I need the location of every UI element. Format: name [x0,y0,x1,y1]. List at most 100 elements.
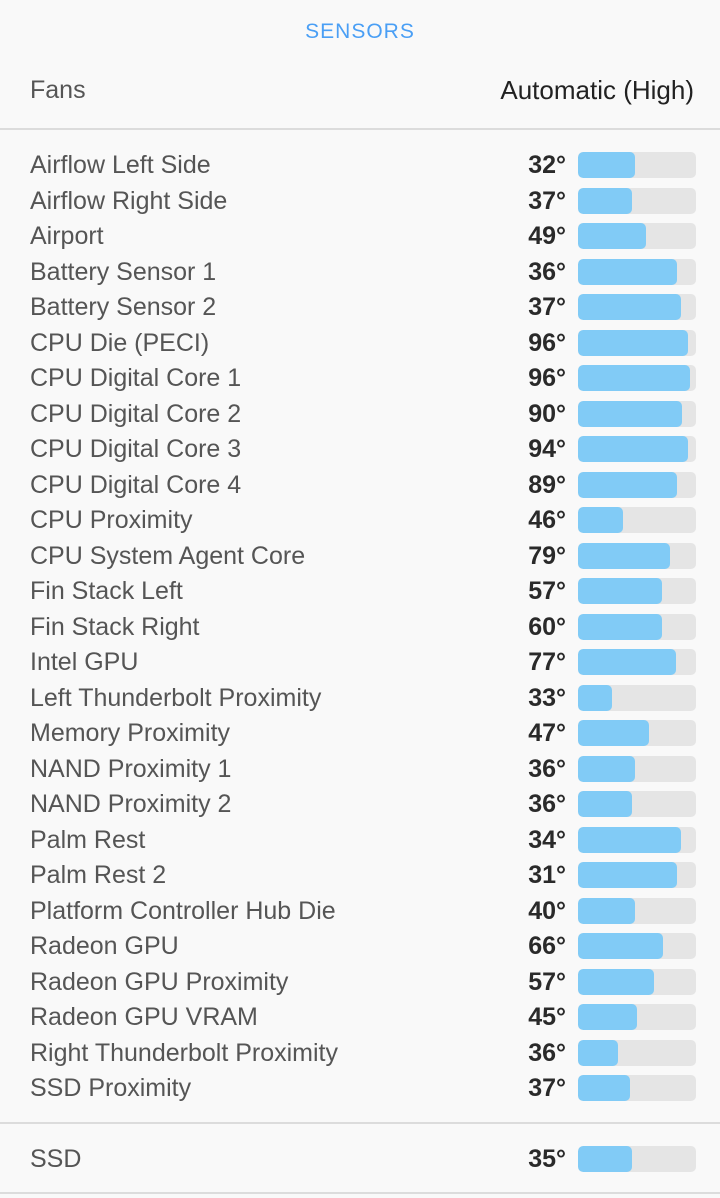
sensor-row: CPU Digital Core 1 96° [0,361,720,397]
temperature-bar [578,400,696,427]
sensor-name: Palm Rest [30,825,146,854]
temperature-bar-fill [578,684,613,711]
sensor-list: Airflow Left Side 32° Airflow Right Side 37… [0,148,720,1107]
sensor-temp: 31° [528,861,566,889]
sensor-row: CPU Digital Core 2 90° [0,397,720,433]
temperature-bar [578,862,696,888]
sensor-name: Airflow Right Side [30,186,228,215]
sensor-name: Left Thunderbolt Proximity [30,683,322,712]
sensor-row: NAND Proximity 2 36° [0,787,720,823]
sensor-row: CPU Proximity 46° [0,503,720,539]
temperature-bar [578,258,696,285]
temperature-bar [578,329,696,356]
sensor-row: CPU Digital Core 4 89° [0,468,720,504]
temperature-bar-fill [578,507,623,533]
temperature-bar-fill [578,258,678,285]
temperature-bar [578,933,696,959]
temperature-bar [578,826,696,853]
temperature-bar-fill [578,826,681,853]
sensor-name: Platform Controller Hub Die [30,896,336,925]
temperature-bar [578,436,696,462]
temperature-bar [578,471,696,498]
temperature-bar-fill [578,1004,637,1030]
sensor-temp: 57° [528,577,566,605]
sensor-temp: 35° [528,1145,566,1173]
temperature-bar-fill [578,1146,633,1172]
temperature-bar [578,507,696,533]
sensor-temp: 57° [528,967,566,996]
sensor-temp: 36° [528,257,566,286]
sensor-name: Memory Proximity [30,719,231,747]
sensor-row: Battery Sensor 1 36° [0,255,720,291]
sensor-row: NAND Proximity 1 36° [0,752,720,788]
sensor-temp: 36° [528,754,566,783]
temperature-bar [578,720,696,746]
sensor-temp: 32° [528,151,566,179]
sensors-header: SENSORS [0,0,720,64]
sensor-row: Memory Proximity 47° [0,716,720,752]
sensor-row: Right Thunderbolt Proximity 36° [0,1036,720,1072]
temperature-bar [578,1146,696,1172]
sensor-name: Airflow Left Side [30,151,211,179]
sensor-row: Radeon GPU Proximity 57° [0,965,720,1001]
sensor-name: Palm Rest 2 [30,861,167,889]
sensor-name: Radeon GPU VRAM [30,1003,258,1031]
sensor-name: CPU Die (PECI) [30,328,210,357]
temperature-bar-fill [578,968,654,995]
temperature-bar-fill [578,720,649,746]
sensor-name: Airport [30,222,104,250]
sensor-name: CPU Proximity [30,506,193,534]
sensor-row: Airport 49° [0,219,720,255]
sensor-name: Fin Stack Right [30,612,200,641]
sensor-temp: 47° [528,719,566,747]
sensor-row: Airflow Left Side 32° [0,148,720,184]
sensor-name: Right Thunderbolt Proximity [30,1038,339,1067]
ssd-row: SSD 35° [0,1142,720,1178]
temperature-bar [578,578,696,604]
sensor-row: Fin Stack Left 57° [0,574,720,610]
divider [0,1192,720,1194]
sensor-name: Fin Stack Left [30,577,183,605]
temperature-bar-fill [578,329,688,356]
sensor-name: SSD [30,1145,82,1173]
sensor-temp: 40° [528,896,566,925]
temperature-bar [578,755,696,782]
sensor-temp: 36° [528,790,566,818]
temperature-bar-fill [578,365,691,391]
fans-label: Fans [30,76,86,104]
sensor-name: Battery Sensor 2 [30,293,217,321]
sensor-name: NAND Proximity 2 [30,790,232,818]
sensor-temp: 90° [528,399,566,428]
temperature-bar [578,684,696,711]
temperature-bar-fill [578,1075,630,1101]
sensor-temp: 34° [528,825,566,854]
temperature-bar-fill [578,1039,619,1066]
sensor-name: Intel GPU [30,648,139,676]
sensor-row: CPU System Agent Core 79° [0,539,720,575]
sensor-row: Platform Controller Hub Die 40° [0,894,720,930]
temperature-bar-fill [578,223,647,249]
fans-row[interactable]: Fans Automatic (High) [0,64,720,130]
fans-mode-value[interactable]: Automatic (High) [500,75,694,105]
temperature-bar-fill [578,933,663,959]
sensor-temp: 79° [528,541,566,570]
temperature-bar [578,542,696,569]
temperature-bar-fill [578,755,635,782]
sensor-row: Airflow Right Side 37° [0,184,720,220]
sensor-temp: 33° [528,683,566,712]
sensor-row: Radeon GPU 66° [0,929,720,965]
sensor-temp: 89° [528,470,566,499]
sensor-row: Fin Stack Right 60° [0,610,720,646]
sensor-temp: 37° [528,293,566,321]
sensor-temp: 94° [528,435,566,463]
temperature-bar [578,223,696,249]
sensor-temp: 37° [528,186,566,215]
temperature-bar-fill [578,649,676,675]
sensor-name: CPU Digital Core 2 [30,399,242,428]
temperature-bar-fill [578,187,633,214]
temperature-bar-fill [578,294,681,320]
temperature-bar-fill [578,400,682,427]
sensor-row: CPU Digital Core 3 94° [0,432,720,468]
sensor-row: SSD Proximity 37° [0,1071,720,1107]
temperature-bar [578,187,696,214]
